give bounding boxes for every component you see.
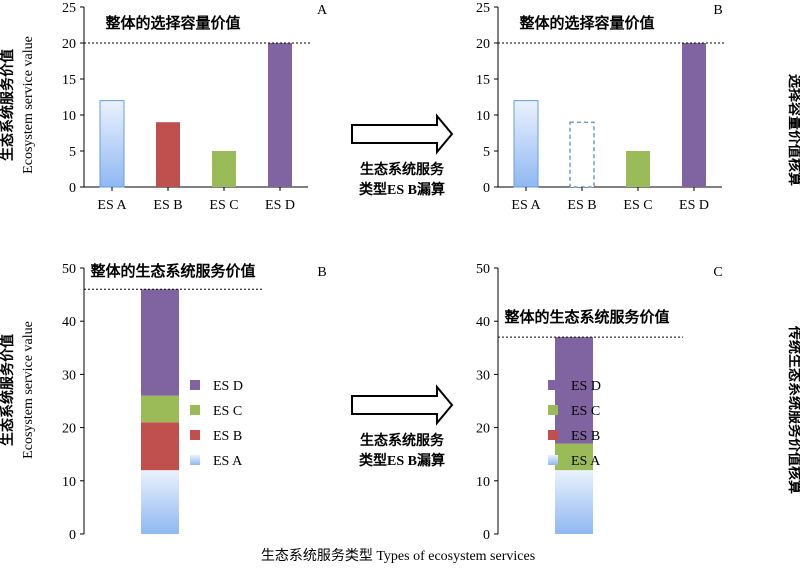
- panel-title: 整体的选择容量价值: [105, 14, 240, 32]
- legend-swatch: [548, 405, 558, 415]
- y-tick-label: 5: [69, 145, 76, 160]
- y-tick-label: 40: [62, 315, 76, 330]
- arrow-top-shape: [351, 113, 454, 155]
- bar: [513, 100, 539, 188]
- bar: [268, 43, 292, 187]
- y-tick-label: 10: [476, 109, 490, 124]
- legend-swatch: [190, 380, 200, 390]
- y-tick-label: 5: [483, 145, 490, 160]
- legend-label: ES A: [213, 454, 243, 469]
- legend-label: ES B: [213, 429, 242, 444]
- x-tick-label: ES A: [511, 198, 541, 213]
- arrow-bottom-text-2: 类型ES B漏算: [359, 452, 445, 469]
- legend-swatch: [548, 455, 558, 465]
- y-tick-label: 0: [69, 528, 76, 543]
- panel-letter: C: [713, 265, 722, 280]
- panel-bottom-right: 0 10 20 30 40 50 C 整体的生态系统服务价值 ES D ES C ES B ES A: [476, 262, 723, 543]
- x-tick-label: ES B: [153, 198, 182, 213]
- bar: [99, 100, 125, 188]
- legend-label: ES D: [213, 379, 243, 394]
- row-label-top: 选择容量价值核算: [786, 74, 800, 186]
- y-tick-label: 10: [62, 109, 76, 124]
- left-ylabel-en-top: Ecosystem service value: [21, 36, 36, 174]
- stack-segment: [555, 443, 593, 471]
- panel-top-left: 0 5 10 15 20 25 A 整体的选择容量价值 ES A ES B ES C ES D: [62, 1, 328, 213]
- panel-title: 整体的生态系统服务价值: [90, 262, 255, 280]
- legend-swatch: [190, 405, 200, 415]
- bar: [156, 122, 180, 187]
- row-label-bottom: 传统生态系统服务价值核算: [786, 325, 800, 494]
- bar: [682, 43, 706, 187]
- legend-swatch: [548, 380, 558, 390]
- legend-swatch: [190, 430, 200, 440]
- y-tick-label: 20: [476, 37, 490, 52]
- y-tick-label: 20: [476, 422, 490, 437]
- x-tick-label: ES A: [97, 198, 127, 213]
- bar: [212, 151, 236, 187]
- y-tick-label: 50: [476, 262, 490, 277]
- y-tick-label: 0: [69, 181, 76, 196]
- stack-segment: [141, 470, 179, 534]
- legend-label: ES D: [571, 379, 601, 394]
- x-tick-label: ES C: [623, 198, 652, 213]
- y-tick-label: 30: [476, 368, 490, 383]
- panel-top-right: 0 5 10 15 20 25 B 整体的选择容量价值 ES A ES B ES C ES D: [476, 1, 726, 213]
- arrow-top-text-2: 类型ES B漏算: [359, 181, 445, 198]
- y-tick-label: 15: [62, 73, 76, 88]
- y-tick-label: 40: [476, 315, 490, 330]
- y-tick-label: 0: [483, 181, 490, 196]
- panel-title: 整体的选择容量价值: [519, 14, 654, 32]
- y-tick-label: 15: [476, 73, 490, 88]
- y-tick-label: 20: [62, 37, 76, 52]
- panel-letter: B: [317, 265, 326, 280]
- x-tick-label: ES D: [265, 198, 295, 213]
- legend-swatch: [548, 430, 558, 440]
- stack-segment: [141, 422, 179, 471]
- panel-letter: A: [317, 3, 328, 18]
- y-tick-label: 0: [483, 528, 490, 543]
- arrow-bottom-shape: [351, 384, 454, 426]
- arrow-bottom: 生态系统服务 类型ES B漏算: [351, 384, 454, 469]
- y-tick-label: 10: [62, 475, 76, 490]
- stack-segment: [555, 337, 593, 444]
- arrow-top: 生态系统服务 类型ES B漏算: [351, 113, 454, 198]
- x-tick-label: ES B: [567, 198, 596, 213]
- y-tick-label: 20: [62, 422, 76, 437]
- y-tick-label: 50: [62, 262, 76, 277]
- legend-label: ES C: [213, 404, 242, 419]
- legend-label: ES C: [571, 404, 600, 419]
- x-tick-label: ES D: [679, 198, 709, 213]
- legend-label: ES B: [571, 429, 600, 444]
- stack-segment: [555, 470, 593, 534]
- shared-xlabel: 生态系统服务类型 Types of ecosystem services: [261, 548, 535, 564]
- stack-segment: [141, 395, 179, 423]
- x-tick-label: ES C: [209, 198, 238, 213]
- y-tick-label: 25: [62, 1, 76, 16]
- y-tick-label: 10: [476, 475, 490, 490]
- y-tick-label: 30: [62, 368, 76, 383]
- stack-segment: [141, 289, 179, 396]
- panel-title: 整体的生态系统服务价值: [504, 308, 669, 326]
- legend-label: ES A: [571, 454, 601, 469]
- panel-bottom-left: 0 10 20 30 40 50 B 整体的生态系统服务价值 ES D ES C ES B ES A: [62, 262, 327, 543]
- arrow-bottom-text-1: 生态系统服务: [360, 432, 445, 449]
- arrow-top-text-1: 生态系统服务: [360, 161, 445, 178]
- left-ylabel-cn-bottom: 生态系统服务价值: [0, 334, 16, 446]
- legend-swatch: [190, 455, 200, 465]
- left-ylabel-cn-top: 生态系统服务价值: [0, 49, 16, 161]
- bar: [626, 151, 650, 187]
- left-ylabel-en-bottom: Ecosystem service value: [21, 321, 36, 459]
- bar-missing: [569, 121, 595, 188]
- y-tick-label: 25: [476, 1, 490, 16]
- panel-letter: B: [713, 3, 722, 18]
